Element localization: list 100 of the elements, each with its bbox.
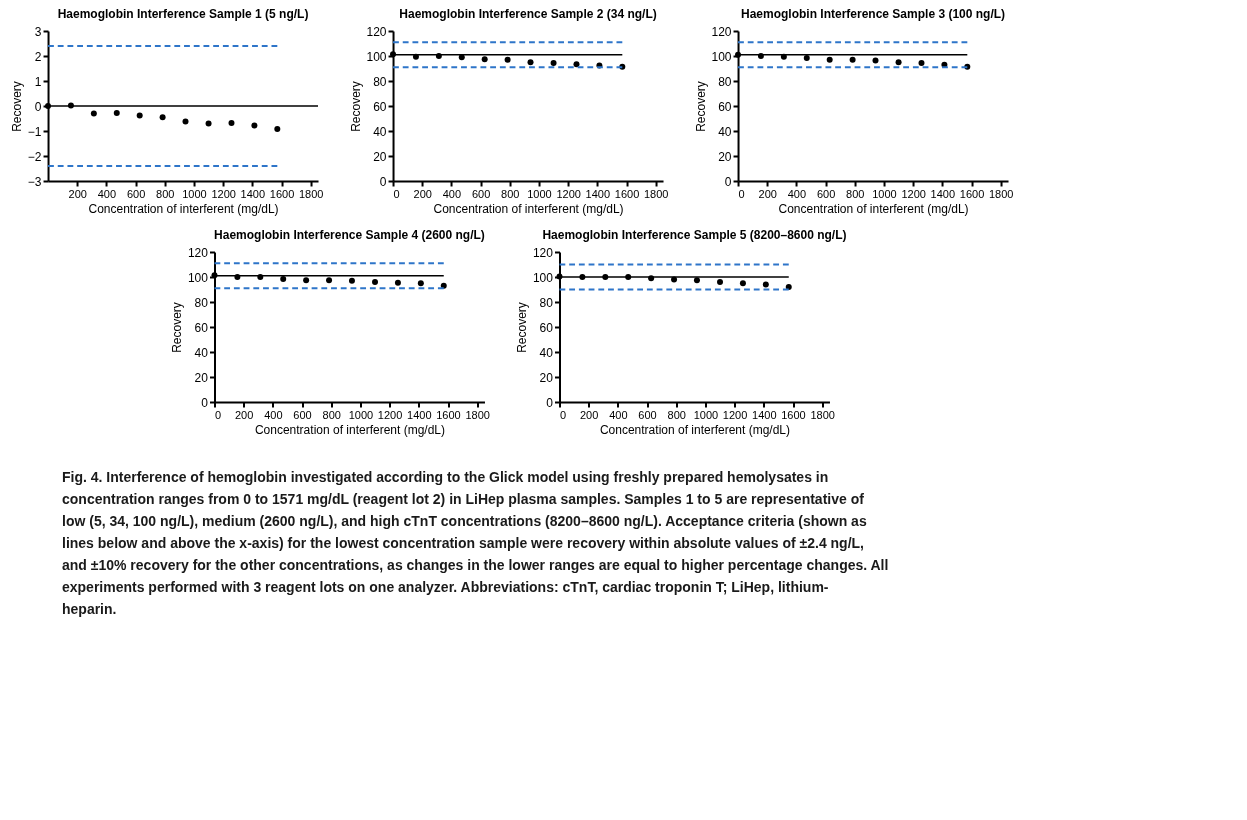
chart-title: Haemoglobin Interference Sample 1 (5 ng/L) [57,7,309,21]
point [918,59,925,66]
x-axis-title: Concentration of interferent (mg/dL) [254,422,446,437]
point [251,122,258,129]
y-tick-label: 100 [532,270,554,285]
x-tick-label: 1000 [348,408,374,421]
x-tick-label: 800 [667,408,686,421]
x-tick-label: 1400 [752,408,777,421]
x-tick-label: 1400 [585,187,611,200]
y-tick-label: 60 [194,320,209,335]
y-tick-label: 0 [34,99,42,114]
x-tick-label: 600 [293,408,312,421]
y-tick-label: 80 [373,74,387,89]
y-tick-label: 0 [201,395,209,410]
x-tick-label: 0 [559,408,567,421]
point [326,277,333,284]
x-tick-label: 1200 [722,408,748,421]
x-tick-label: 1000 [527,187,552,200]
x-tick-label: 1600 [959,187,985,200]
x-tick-label: 1200 [556,187,581,200]
x-tick-label: 1000 [182,187,207,200]
y-tick-label: 80 [194,295,209,310]
x-tick-label: 400 [264,408,283,421]
point [872,57,879,64]
x-tick-label: 200 [758,187,777,200]
x-tick-label: 1400 [930,187,956,200]
y-tick-label: 40 [718,124,732,139]
y-tick-label: 120 [532,245,554,260]
y-tick-label: 20 [373,149,387,164]
point [762,281,769,288]
y-tick-label: 40 [373,124,387,139]
x-axis-title: Concentration of interferent (mg/dL) [778,201,969,216]
point [849,56,856,63]
point [527,59,534,66]
y-axis-title: Recovery [693,81,708,132]
point [826,56,833,63]
point [136,112,143,119]
y-tick-label: 40 [194,345,209,360]
y-tick-label: 100 [711,49,732,64]
y-tick-label: 120 [187,245,209,260]
x-tick-label: 0 [738,187,745,200]
x-tick-label: 0 [214,408,222,421]
x-axis-title: Concentration of interferent (mg/dL) [599,422,791,437]
x-tick-label: 600 [126,187,146,200]
x-tick-label: 400 [442,187,462,200]
x-tick-label: 1600 [436,408,461,421]
x-tick-label: 200 [579,408,599,421]
y-tick-label: 20 [194,370,209,385]
point [113,110,120,116]
point [394,279,401,286]
y-axis-title: Recovery [169,302,184,353]
y-tick-label: 2 [34,49,42,64]
x-tick-label: 1800 [643,187,669,200]
y-tick-label: 1 [34,74,42,89]
x-tick-label: 1200 [901,187,926,200]
x-tick-label: 1200 [211,187,236,200]
y-tick-label: −2 [27,149,42,164]
y-tick-label: 120 [366,24,387,39]
y-tick-label: −3 [27,174,42,189]
x-tick-label: 400 [97,187,117,200]
x-tick-label: 200 [234,408,254,421]
y-tick-label: 100 [187,270,209,285]
y-tick-label: 0 [379,174,387,189]
y-tick-label: 20 [539,370,554,385]
x-tick-label: 200 [68,187,87,200]
x-tick-label: 600 [471,187,491,200]
x-tick-label: 1400 [240,187,266,200]
point [504,56,511,63]
x-tick-label: 1600 [269,187,295,200]
x-tick-label: 1800 [988,187,1014,200]
caption: Fig. 4. Interference of hemoglobin investigated according to the Glick model using freshly prepared hemolysates in concentration ranges from 0 to 1571 mg/dL (reagent lot 2) in LiHep plasma samples. Samples 1 to 5 are representative of low (5, 34, 100 ng/L), medium (2600 ng/L), and high cTnT concentrations (8200–8600 ng/L). Acceptance criteria (shown as lines below and above the x-axis) for the lowest concentration sample were recovery within absolute values of ±2.4 ng/L, and ±10% recovery for the other concentrations, as changes in the lower ranges are equal to higher percentage changes. All experiments performed with 3 reagent lots on one analyzer. Abbreviations: cTnT, cardiac troponin T; LiHep, lithium-heparin. [62,469,889,617]
point [785,284,792,290]
y-tick-label: 80 [718,74,732,89]
x-tick-label: 1800 [810,408,835,421]
x-tick-label: 400 [609,408,628,421]
x-tick-label: 1600 [614,187,640,200]
chart-title: Haemoglobin Interference Sample 2 (34 ng/L) [399,7,657,21]
x-tick-label: 800 [501,187,520,200]
y-tick-label: 60 [539,320,554,335]
x-tick-label: 600 [638,408,657,421]
x-tick-label: 200 [413,187,432,200]
y-axis-title: Recovery [514,302,529,353]
x-axis-title: Concentration of interferent (mg/dL) [88,201,279,216]
y-tick-label: 0 [724,174,732,189]
x-tick-label: 1400 [407,408,432,421]
x-tick-label: 600 [816,187,836,200]
point [274,126,281,132]
y-tick-label: 3 [34,24,42,39]
x-tick-label: 1000 [693,408,719,421]
point [550,59,557,66]
x-tick-label: 1800 [465,408,490,421]
point [205,120,212,127]
x-tick-label: 1800 [298,187,324,200]
y-tick-label: 60 [718,99,732,114]
point [228,120,235,126]
x-tick-label: 800 [156,187,175,200]
point [90,110,97,117]
chart-title: Haemoglobin Interference Sample 5 (8200–8600 ng/L) [542,228,847,242]
point [803,54,810,61]
point [182,118,189,125]
